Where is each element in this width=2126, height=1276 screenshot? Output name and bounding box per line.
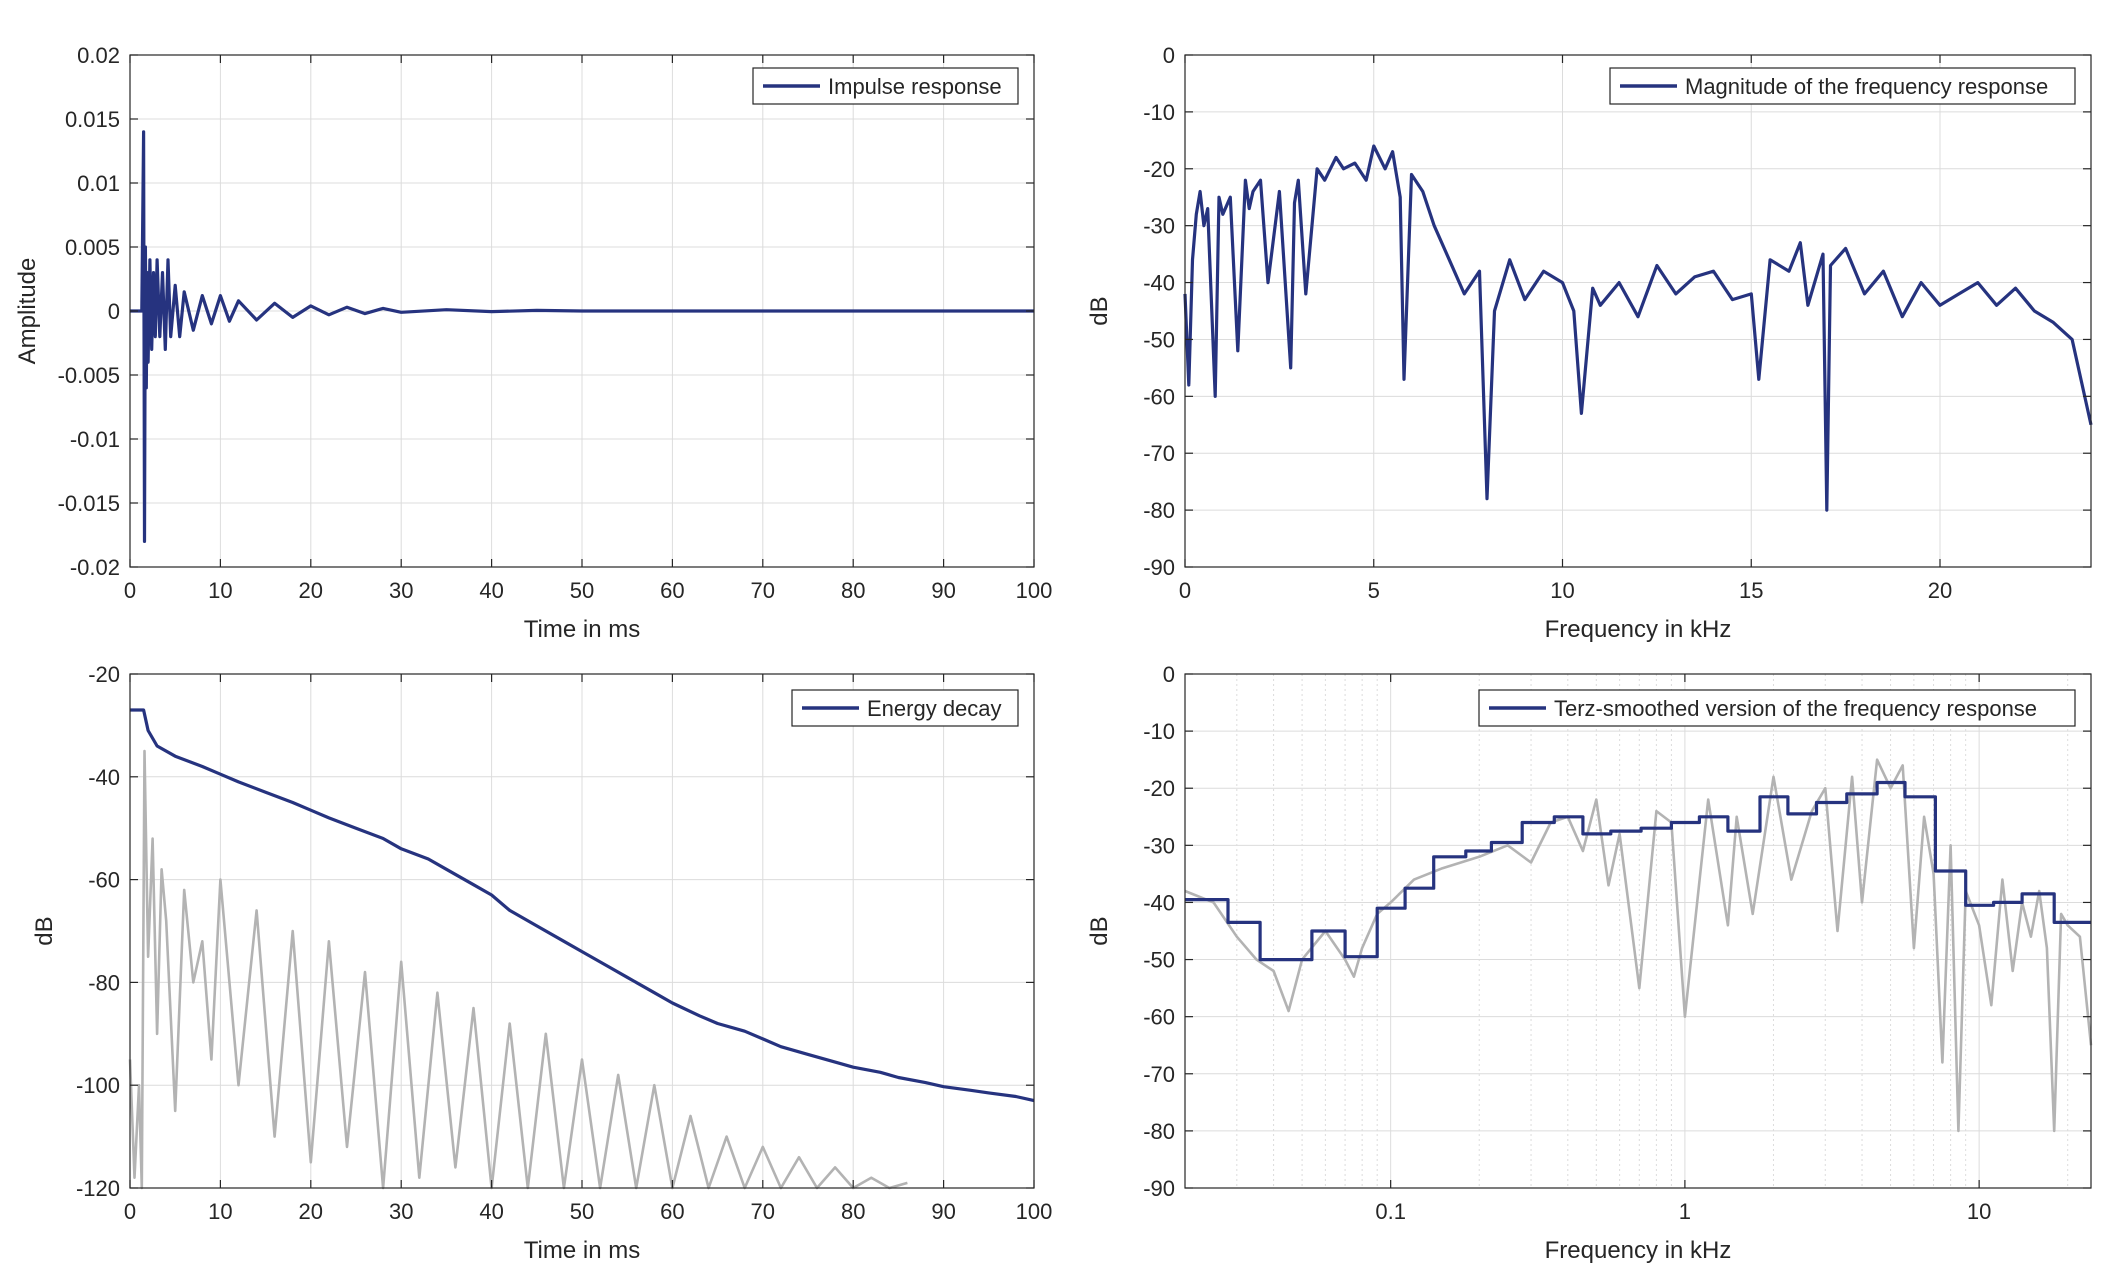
x-tick-label: 60 [660,1199,684,1224]
x-tick-label: 40 [479,1199,503,1224]
y-axis-label: dB [31,916,58,945]
x-tick-label: 30 [389,578,413,603]
x-tick-label: 50 [570,1199,594,1224]
chart-energy-decay: 0 10 20 30 40 50 60 70 80 90 100 -20 -40 -60 -80 -100 -1… [31,662,1052,1264]
x-tick-label: 60 [660,578,684,603]
x-tick-label: 100 [1016,1199,1053,1224]
x-tick-label: 10 [208,578,232,603]
x-tick-label: 0 [124,578,136,603]
x-tick-label: 0 [1179,578,1191,603]
y-tick-label: -0.02 [70,555,120,580]
y-tick-label: -100 [76,1073,120,1098]
y-tick-label: -20 [1143,157,1175,182]
legend: Terz-smoothed version of the frequency r… [1478,689,2076,727]
y-tick-label: -90 [1143,555,1175,580]
x-axis-label: Time in ms [524,616,640,643]
x-tick-label: 5 [1368,578,1380,603]
y-tick-label: -70 [1143,1062,1175,1087]
legend-box [1609,67,2076,105]
y-tick-label: 0.01 [77,171,120,196]
legend: Magnitude of the frequency response [1609,67,2076,105]
series-line-impulse [130,130,1034,544]
x-tick-label: 70 [751,578,775,603]
y-tick-label: -40 [1143,271,1175,296]
axes-box [1184,54,2092,568]
y-tick-label: -10 [1143,719,1175,744]
x-tick-label: 70 [751,1199,775,1224]
chart-terz: 0.1 1 10 0 -10 -20 -30 -40 -50 -60 -70 -80 -90 Freque… [1086,662,2093,1264]
raw-series-line-terz [1184,758,2093,1133]
x-tick-label: 40 [479,578,503,603]
y-tick-label: -30 [1143,214,1175,239]
series-line-terz [1185,780,2091,962]
y-tick-label: -10 [1143,100,1175,125]
y-tick-label: -20 [1143,776,1175,801]
y-tick-label: -40 [88,765,120,790]
y-tick-label: -20 [88,662,120,687]
y-tick-label: -50 [1143,327,1175,352]
legend: Energy decay [791,689,1019,727]
y-tick-label: 0 [108,299,120,324]
y-tick-label: -80 [1143,1119,1175,1144]
y-axis-label: dB [1086,916,1113,945]
y-tick-label: -70 [1143,441,1175,466]
y-tick-label: -120 [76,1176,120,1201]
x-tick-label: 10 [1550,578,1574,603]
x-tick-label: 15 [1739,578,1763,603]
x-tick-label: 50 [570,578,594,603]
x-tick-label: 1 [1679,1199,1691,1224]
legend-label: Impulse response [828,74,1002,99]
x-tick-label: 0.1 [1375,1199,1406,1224]
y-tick-label: -90 [1143,1176,1175,1201]
legend-box [1478,689,2076,727]
x-tick-label: 20 [299,578,323,603]
x-tick-label: 100 [1016,578,1053,603]
legend-label: Terz-smoothed version of the frequency r… [1554,696,2037,721]
y-tick-label: -40 [1143,890,1175,915]
x-tick-label: 30 [389,1199,413,1224]
y-tick-label: 0 [1163,662,1175,687]
y-axis-label: dB [1086,296,1113,325]
plot-area [1185,55,2091,567]
y-axis-label: Amplitude [14,258,41,365]
x-tick-label: 90 [931,1199,955,1224]
x-tick-label: 20 [299,1199,323,1224]
series-line-energy-decay [130,708,1035,1103]
x-tick-label: 90 [931,578,955,603]
grid [1184,54,2091,568]
chart-impulse: 0 10 20 30 40 50 60 70 80 90 100 0.02 0.015 0.01 0.005… [14,43,1052,643]
x-axis-label: Frequency in kHz [1545,1237,1732,1264]
y-tick-label: -50 [1143,948,1175,973]
y-tick-label: -60 [1143,384,1175,409]
legend: Impulse response [752,67,1019,105]
x-tick-label: 80 [841,1199,865,1224]
legend-label: Energy decay [867,696,1002,721]
y-tick-label: -0.005 [58,363,120,388]
x-tick-label: 10 [1967,1199,1991,1224]
x-axis-label: Time in ms [524,1237,640,1264]
y-tick-label: -0.01 [70,427,120,452]
raw-series-line-energy-decay [128,749,908,1190]
y-tick-label: -0.015 [58,491,120,516]
y-tick-label: -60 [88,868,120,893]
series-line-magnitude [1183,144,2093,512]
chart-magnitude: 0 5 10 15 20 0 -10 -20 -30 -40 -50 -60 -70 -80 -90 Freq… [1086,43,2093,643]
y-tick-label: -60 [1143,1005,1175,1030]
axes-box [1184,673,2092,1189]
y-tick-label: 0 [1163,43,1175,68]
y-tick-label: 0.005 [65,235,120,260]
y-tick-label: -80 [1143,498,1175,523]
x-tick-label: 10 [208,1199,232,1224]
x-tick-label: 80 [841,578,865,603]
legend-label: Magnitude of the frequency response [1685,74,2048,99]
x-tick-label: 20 [1928,578,1952,603]
x-tick-label: 0 [124,1199,136,1224]
y-tick-label: -80 [88,970,120,995]
x-axis-label: Frequency in kHz [1545,616,1732,643]
y-tick-label: 0.015 [65,107,120,132]
y-tick-label: -30 [1143,833,1175,858]
y-tick-label: 0.02 [77,43,120,68]
